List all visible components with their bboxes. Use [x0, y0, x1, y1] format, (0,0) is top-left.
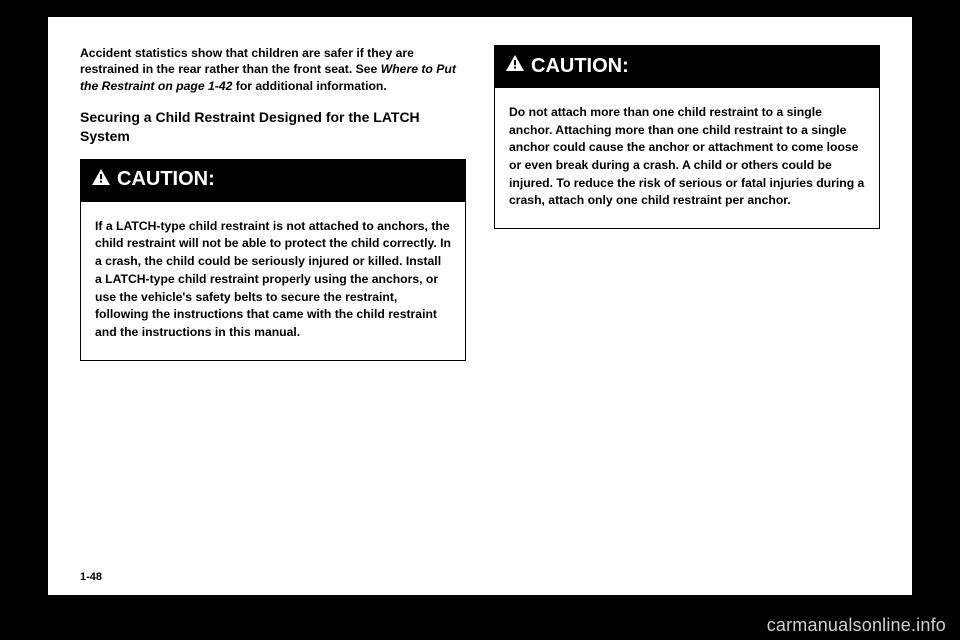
caution-box-right: CAUTION: Do not attach more than one chi…: [494, 45, 880, 229]
left-column: Accident statistics show that children a…: [80, 45, 466, 377]
caution-header-inner-left: CAUTION:: [91, 168, 215, 192]
right-column: CAUTION: Do not attach more than one chi…: [494, 45, 880, 377]
content-columns: Accident statistics show that children a…: [48, 17, 912, 377]
warning-triangle-icon: [505, 54, 525, 78]
watermark-text: carmanualsonline.info: [767, 615, 946, 636]
caution-body-right: Do not attach more than one child restra…: [495, 88, 879, 228]
intro-text-part2: for additional information.: [232, 79, 386, 93]
intro-paragraph: Accident statistics show that children a…: [80, 45, 466, 94]
caution-label-right: CAUTION:: [531, 55, 629, 78]
manual-page: Accident statistics show that children a…: [48, 17, 912, 595]
page-number: 1-48: [80, 571, 102, 583]
caution-box-left: CAUTION: If a LATCH-type child restraint…: [80, 159, 466, 361]
warning-triangle-icon: [91, 168, 111, 192]
caution-header-inner-right: CAUTION:: [505, 54, 629, 78]
caution-body-left: If a LATCH-type child restraint is not a…: [81, 202, 465, 360]
section-subheading: Securing a Child Restraint Designed for …: [80, 108, 466, 144]
caution-header-left: CAUTION:: [81, 160, 465, 202]
caution-header-right: CAUTION:: [495, 46, 879, 88]
caution-label-left: CAUTION:: [117, 168, 215, 191]
intro-text-part1: Accident statistics show that children a…: [80, 46, 414, 76]
